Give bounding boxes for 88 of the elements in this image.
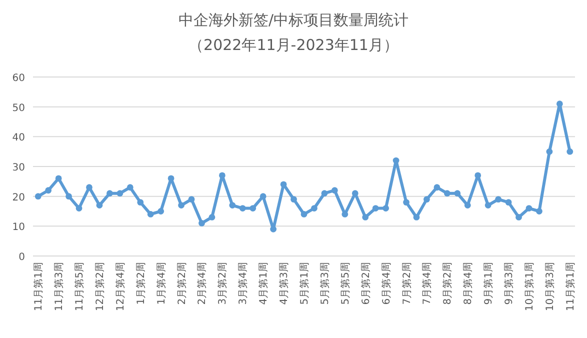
point xyxy=(229,202,236,208)
x-tick-label: 7月第4周 xyxy=(421,262,434,305)
point xyxy=(116,190,124,197)
y-tick-label: 0 xyxy=(18,252,25,263)
point xyxy=(382,205,390,212)
point xyxy=(178,202,184,208)
point xyxy=(86,184,92,191)
x-tick-label: 2月第4周 xyxy=(196,262,208,305)
point xyxy=(413,214,420,220)
y-tick-label: 20 xyxy=(12,192,25,204)
x-tick-label: 1月第4周 xyxy=(155,262,168,305)
x-tick-label: 4月第1周 xyxy=(258,262,270,305)
x-tick-label: 11月第1周 xyxy=(564,262,576,312)
point xyxy=(505,199,512,206)
x-tick-label: 6月第2周 xyxy=(360,262,372,305)
x-tick-label: 10月第3周 xyxy=(544,262,556,312)
point xyxy=(158,208,164,214)
x-tick-label: 9月第1周 xyxy=(482,262,495,305)
x-tick-label: 4月第3周 xyxy=(278,262,290,305)
x-tick-label: 1月第2周 xyxy=(134,262,147,305)
point xyxy=(556,100,563,108)
point xyxy=(188,196,195,203)
x-tick-label: 2月第2周 xyxy=(176,262,188,305)
x-tick-label: 7月第2周 xyxy=(400,262,413,305)
point xyxy=(168,175,174,182)
point xyxy=(342,211,348,218)
point xyxy=(444,190,450,197)
point xyxy=(454,190,461,197)
point xyxy=(137,199,144,206)
x-tick-label: 8月第2周 xyxy=(442,262,454,305)
point xyxy=(362,214,369,220)
point xyxy=(321,190,328,197)
point xyxy=(250,205,256,212)
point xyxy=(126,184,134,191)
x-tick-label: 5月第3周 xyxy=(318,262,331,305)
point xyxy=(198,220,205,226)
chart-title: 中企海外新签/中标项目数量周统计 xyxy=(178,11,409,29)
point xyxy=(34,193,42,200)
x-tick-label: 8月第4周 xyxy=(462,262,474,305)
x-tick-label: 5月第1周 xyxy=(298,262,310,305)
point xyxy=(372,205,379,212)
point xyxy=(106,190,113,197)
x-tick-label: 3月第4周 xyxy=(237,262,250,305)
chart-subtitle: （2022年11月-2023年11月） xyxy=(188,36,398,54)
y-tick-label: 30 xyxy=(12,162,25,174)
point xyxy=(566,148,574,155)
point xyxy=(403,199,410,206)
point xyxy=(76,205,82,212)
y-tick-label: 40 xyxy=(12,132,25,144)
point xyxy=(424,196,430,203)
point xyxy=(474,172,482,179)
point xyxy=(495,196,502,203)
point xyxy=(208,214,216,220)
x-tick-label: 5月第5周 xyxy=(339,262,352,305)
x-tick-label: 11月第3周 xyxy=(53,262,66,312)
x-tick-label: 10月第1周 xyxy=(523,262,536,312)
point xyxy=(300,211,308,218)
point xyxy=(311,205,318,212)
point xyxy=(280,181,287,188)
point xyxy=(392,157,400,164)
point xyxy=(218,172,226,179)
y-tick-label: 60 xyxy=(12,73,25,84)
point xyxy=(96,202,103,208)
point xyxy=(270,226,277,232)
point xyxy=(55,175,62,182)
x-tick-label: 12月第2周 xyxy=(94,262,106,312)
point xyxy=(331,187,338,194)
point xyxy=(516,214,522,220)
point xyxy=(239,205,246,212)
x-tick-label: 9月第3周 xyxy=(503,262,516,305)
y-tick-label: 50 xyxy=(12,102,25,114)
point xyxy=(536,208,542,214)
point xyxy=(434,184,440,191)
x-tick-label: 3月第2周 xyxy=(216,262,229,305)
x-tick-label: 12月第4周 xyxy=(114,262,126,312)
point xyxy=(526,205,532,212)
point xyxy=(45,187,52,194)
x-tick-label: 11月第5周 xyxy=(74,262,86,312)
point xyxy=(260,193,266,200)
x-tick-label: 11月第1周 xyxy=(32,262,45,312)
point xyxy=(484,202,492,208)
y-tick-label: 10 xyxy=(12,222,25,234)
point xyxy=(290,196,297,203)
point xyxy=(66,193,72,200)
point xyxy=(546,148,553,155)
point xyxy=(464,202,471,208)
x-tick-label: 6月第4周 xyxy=(380,262,392,305)
point xyxy=(147,211,154,218)
